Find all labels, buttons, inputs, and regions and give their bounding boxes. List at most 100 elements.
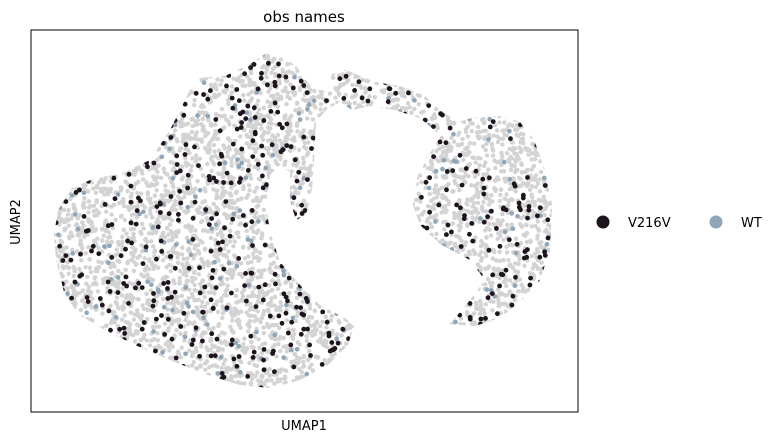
background-cell-point — [285, 195, 290, 200]
background-cell-point — [54, 375, 57, 380]
background-cell-point — [60, 388, 64, 392]
background-cell-point — [62, 359, 67, 364]
background-cell-point — [352, 267, 357, 272]
background-cell-point — [390, 241, 395, 247]
background-cell-point — [125, 114, 130, 119]
background-cell-point — [307, 250, 312, 256]
background-cell-point — [407, 121, 412, 127]
background-cell-point — [473, 270, 478, 275]
background-cell-point — [452, 298, 457, 303]
background-cell-point — [406, 333, 411, 338]
background-cell-point — [83, 251, 88, 256]
background-cell-point — [269, 189, 274, 194]
background-cell-point — [520, 341, 525, 347]
background-cell-point — [54, 144, 58, 149]
background-cell-point — [431, 82, 436, 87]
background-cell-point — [70, 66, 75, 71]
background-cell-point — [415, 350, 421, 355]
background-cell-point — [432, 255, 438, 260]
background-cell-point — [356, 256, 361, 261]
background-cell-point — [362, 299, 367, 304]
background-cell-point — [538, 101, 543, 107]
background-cell-point — [452, 286, 457, 291]
background-cell-point — [308, 393, 312, 397]
background-cell-point — [385, 272, 390, 278]
background-cell-point — [509, 392, 513, 396]
background-cell-point — [155, 374, 160, 379]
background-cell-point — [97, 142, 102, 147]
background-cell-point — [548, 96, 552, 101]
background-cell-point — [129, 126, 135, 132]
background-cell-point — [56, 139, 61, 144]
background-cell-point — [535, 126, 541, 131]
background-cell-point — [424, 341, 429, 346]
background-cell-point — [471, 289, 476, 295]
background-cell-point — [334, 56, 339, 61]
background-cell-point — [330, 300, 335, 305]
background-cell-point — [405, 353, 410, 358]
background-cell-point — [451, 370, 456, 375]
background-cell-point — [54, 370, 57, 375]
background-cell-point — [482, 367, 487, 372]
background-cell-point — [520, 339, 525, 344]
background-cell-point — [521, 52, 526, 55]
background-cell-point — [399, 160, 405, 166]
background-cell-point — [85, 90, 90, 95]
background-cell-point — [335, 52, 340, 54]
background-cell-point — [54, 176, 56, 182]
background-cell-point — [352, 333, 357, 338]
background-cell-point — [551, 243, 552, 248]
background-cell-point — [450, 55, 455, 60]
background-cell-point — [330, 54, 335, 59]
background-cell-point — [284, 213, 289, 218]
background-cell-point — [307, 386, 312, 388]
background-cell-point — [376, 262, 381, 267]
background-cell-point — [62, 118, 67, 123]
background-cell-point — [137, 137, 142, 142]
background-cell-point — [351, 336, 356, 341]
background-cell-point — [508, 327, 513, 333]
background-cell-point — [161, 132, 167, 137]
background-cell-point — [477, 107, 482, 113]
background-cell-point — [84, 54, 90, 59]
background-cell-point — [349, 298, 355, 303]
background-cell-point — [341, 60, 347, 65]
background-cell-point — [534, 94, 540, 100]
background-cell-point — [251, 385, 257, 388]
background-cell-point — [121, 161, 127, 166]
background-cell-point — [529, 303, 535, 308]
background-cell-point — [368, 332, 373, 338]
background-cell-point — [300, 280, 305, 286]
background-cell-point — [106, 230, 112, 235]
background-cell-point — [68, 56, 74, 61]
background-cell-point — [552, 255, 556, 259]
background-cell-point — [401, 264, 406, 269]
background-cell-point — [397, 184, 402, 190]
background-cell-point — [521, 303, 526, 309]
background-cell-point — [347, 190, 352, 195]
background-cell-point — [478, 328, 483, 333]
background-cell-point — [353, 273, 359, 278]
background-cell-point — [369, 327, 375, 333]
background-cell-point — [86, 210, 91, 215]
background-cell-point — [58, 153, 63, 158]
background-cell-point — [517, 383, 522, 388]
background-cell-point — [49, 193, 53, 197]
background-cell-point — [64, 367, 70, 373]
background-cell-point — [123, 386, 129, 388]
background-cell-point — [461, 77, 466, 82]
background-cell-point — [194, 236, 200, 241]
background-cell-point — [291, 59, 296, 64]
background-cell-point — [325, 373, 330, 379]
background-cell-point — [442, 87, 447, 93]
background-cell-point — [416, 254, 421, 259]
background-cell-point — [472, 376, 477, 382]
background-cell-point — [473, 160, 478, 165]
background-cell-point — [63, 52, 68, 55]
background-cell-point — [319, 249, 324, 255]
background-cell-point — [547, 120, 552, 126]
background-cell-point — [432, 261, 438, 267]
background-cell-point — [99, 132, 105, 138]
background-cell-point — [314, 247, 319, 253]
background-cell-point — [175, 92, 180, 97]
